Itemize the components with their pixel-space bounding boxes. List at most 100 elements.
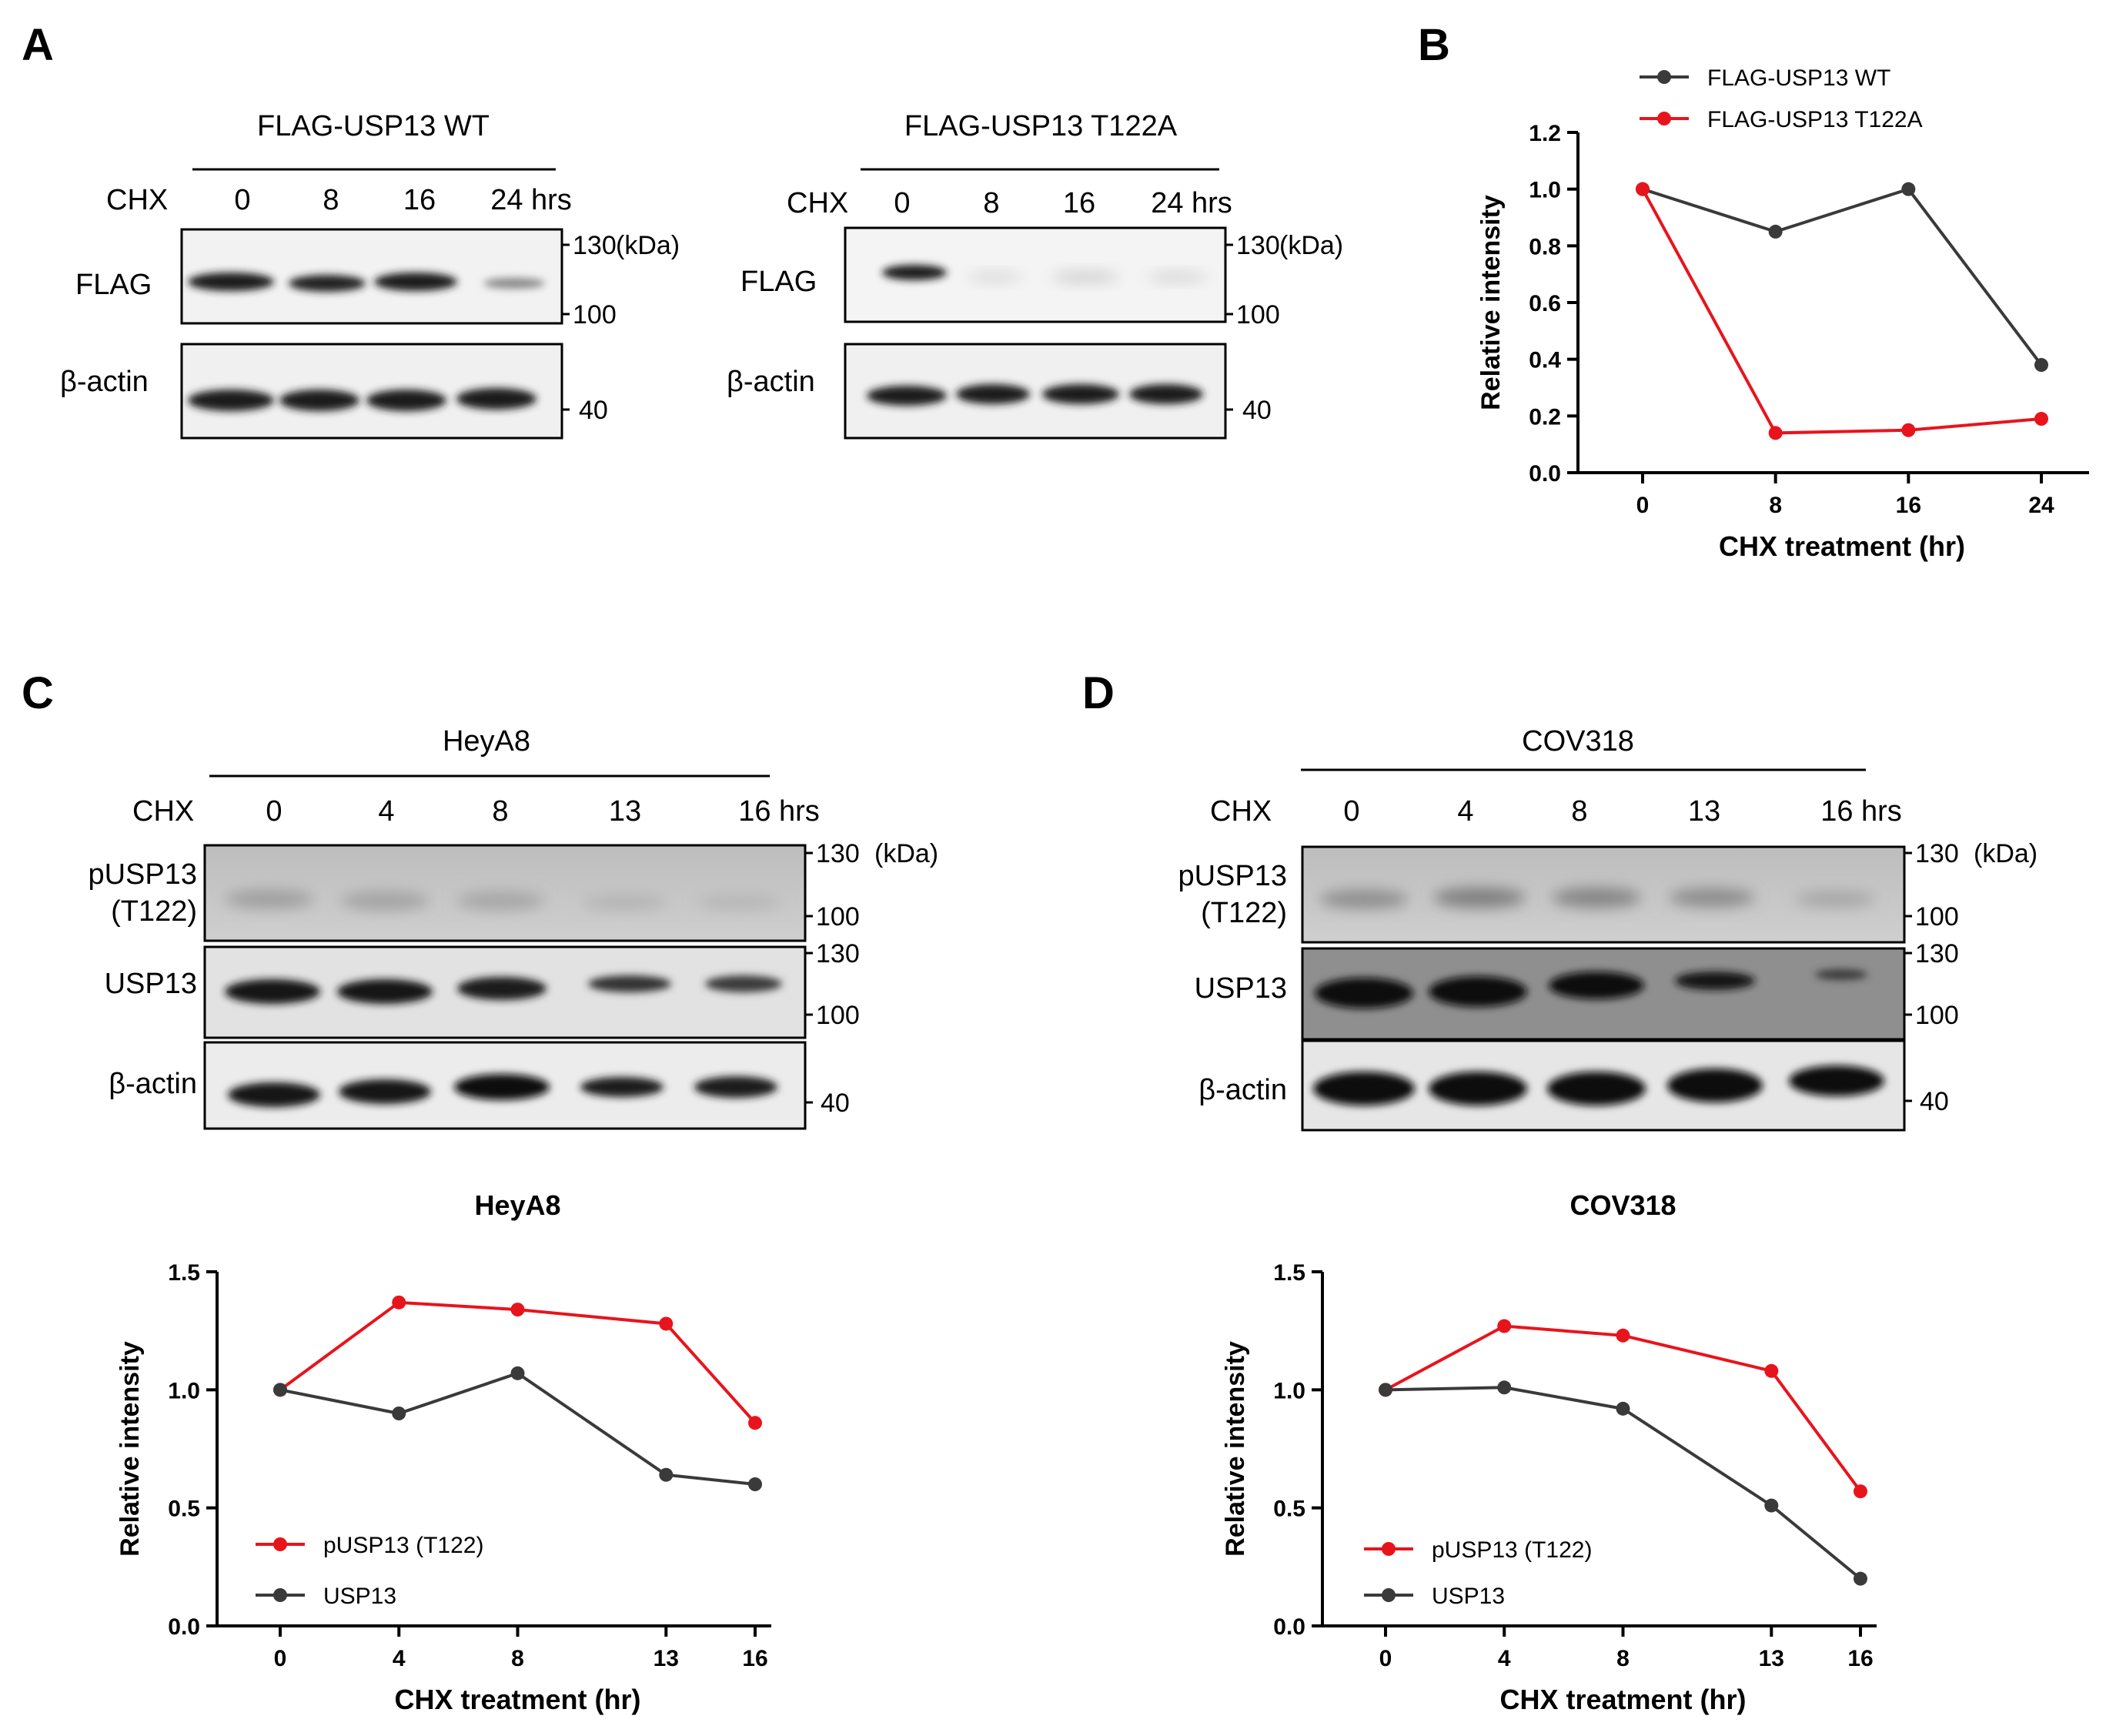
band [1549,972,1644,999]
data-point [659,1316,674,1331]
band [1147,273,1208,282]
row-label-actin: β-actin [1198,1074,1287,1106]
y-axis-label: Relative intensity [1476,195,1506,410]
data-point [1616,1328,1630,1343]
band [1313,1072,1415,1105]
bands-actin [1313,1065,1884,1105]
panel-letter-c: C [22,668,54,718]
blot-title: HeyA8 [443,725,530,758]
data-point [1616,1401,1630,1416]
bands-usp13 [225,975,782,1004]
band [340,891,430,910]
y-tick-label: 0.0 [168,1614,200,1640]
band [967,273,1022,282]
lane-label: 0 [894,187,910,219]
row-label-pusp13: pUSP13 [1178,860,1287,892]
y-tick-label: 0.4 [1529,348,1561,373]
kda-label: (kDa) [1279,231,1343,260]
data-point [1854,1571,1867,1586]
data-point [392,1407,406,1420]
legend-label: USP13 [323,1584,396,1609]
lane-label: 8 [323,184,339,216]
marker-130: 130 [1915,939,1959,968]
band [1667,1069,1763,1102]
band [705,975,782,992]
blot-title: FLAG-USP13 T122A [904,110,1178,142]
data-point [748,1477,762,1491]
condition-label: CHX [106,184,168,216]
legend-swatch-marker [273,1537,287,1551]
x-tick-label: 8 [511,1646,524,1671]
x-tick-label: 0 [274,1646,287,1671]
lane-label: 16 hrs [738,795,820,828]
y-tick-label: 1.0 [1273,1378,1305,1403]
row-label-flag: FLAG [740,266,817,298]
lane-label: 0 [266,795,282,828]
y-axis-label: Relative intensity [115,1341,145,1557]
bands-flag [882,265,1208,283]
band [188,273,274,291]
band [1789,1065,1884,1096]
lane-label: 8 [983,187,999,219]
row-label-usp13: USP13 [1195,972,1287,1005]
blot-a-wt: FLAG-USP13 WT CHX 0 8 16 24 hrs FLAG 130… [60,110,680,440]
kda-label: (kDa) [874,839,938,868]
marker-100: 100 [1236,300,1280,329]
data-point [1497,1380,1512,1395]
data-point [1636,182,1650,196]
lane-label: 24 hrs [1151,187,1232,219]
y-tick-label: 0.5 [168,1497,200,1522]
kda-label: (kDa) [616,231,680,260]
band [696,895,782,910]
lane-label: 16 [403,184,436,216]
blot-a-t122a: FLAG-USP13 T122A CHX 0 8 16 24 hrs FLAG … [727,110,1343,440]
y-tick-label: 1.2 [1529,121,1561,146]
row-label-flag: FLAG [75,269,152,301]
band [1795,891,1875,907]
x-tick-label: 4 [393,1646,406,1671]
band [1547,1072,1646,1105]
y-tick-label: 1.0 [1529,178,1561,203]
band [882,265,947,280]
condition-label: CHX [1210,795,1272,828]
chart-b-relative-intensity: 0.0 0.2 0.4 0.6 0.8 1.0 1.2 0 8 16 24 CHX treatment… [1476,65,2089,562]
data-point [1768,426,1783,440]
panel-a: FLAG-USP13 WT CHX 0 8 16 24 hrs FLAG 130… [60,110,1343,440]
lane-label: 8 [1571,795,1587,828]
band [339,1079,431,1104]
band [1552,888,1641,908]
lane-label: 0 [234,184,250,216]
y-tick-label: 1.0 [168,1378,200,1403]
y-tick-label: 0.5 [1273,1497,1305,1522]
data-point [1854,1484,1867,1499]
legend-label: USP13 [1432,1584,1505,1609]
y-axis-label: Relative intensity [1221,1341,1250,1557]
band [867,386,947,406]
marker-100: 100 [1915,1001,1959,1030]
marker-40: 40 [1920,1087,1949,1116]
marker-100: 100 [816,1001,860,1030]
condition-label: CHX [132,795,194,828]
band [588,975,671,992]
row-label-actin: β-actin [109,1068,197,1100]
band [1042,384,1119,404]
data-point [1764,1498,1779,1513]
marker-130: 130 [816,839,860,868]
y-tick-label: 0.2 [1529,404,1561,430]
x-tick-label: 0 [1636,493,1650,518]
x-tick-label: 8 [1616,1646,1630,1671]
band [228,1082,320,1107]
lane-label: 24 hrs [490,184,572,216]
data-point [1768,224,1783,239]
blot-c-heya8: HeyA8 CHX 0 4 8 13 16 hrs pUSP13 (T122) … [88,725,938,1130]
y-tick-label: 1.5 [1273,1260,1305,1286]
marker-130: 130 [1915,839,1959,868]
series-line [279,1371,756,1486]
marker-100: 100 [816,902,860,932]
bands-usp13 [1315,969,1867,1008]
marker-130: 130 [816,939,860,968]
data-point [392,1295,406,1310]
band [374,273,457,291]
row-label-pusp13: pUSP13 [88,858,197,891]
